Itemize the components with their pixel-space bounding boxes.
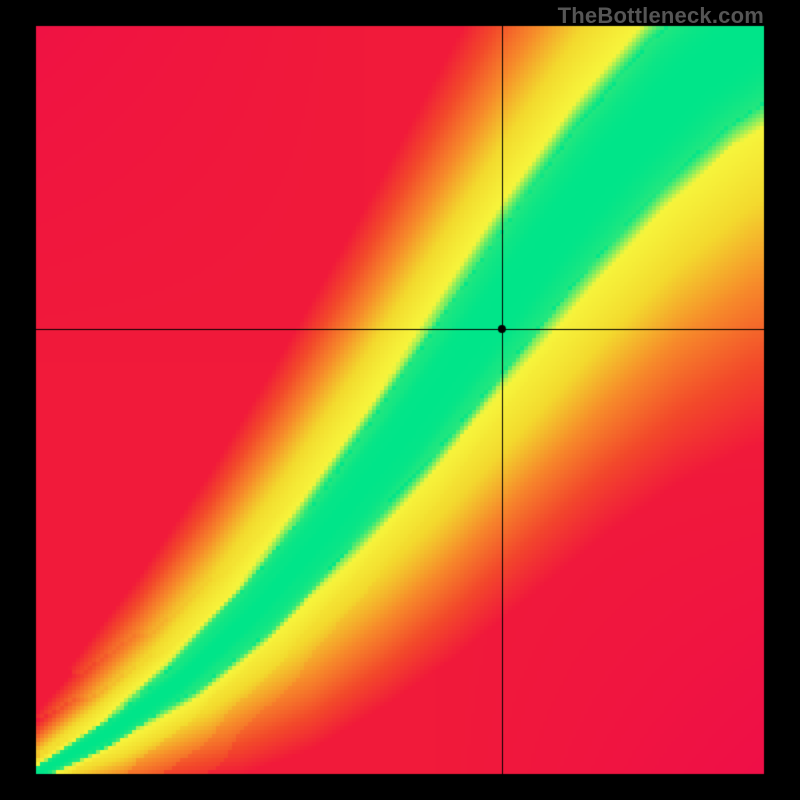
chart-container: TheBottleneck.com: [0, 0, 800, 800]
bottleneck-heatmap-canvas: [0, 0, 800, 800]
watermark-text: TheBottleneck.com: [558, 3, 764, 29]
